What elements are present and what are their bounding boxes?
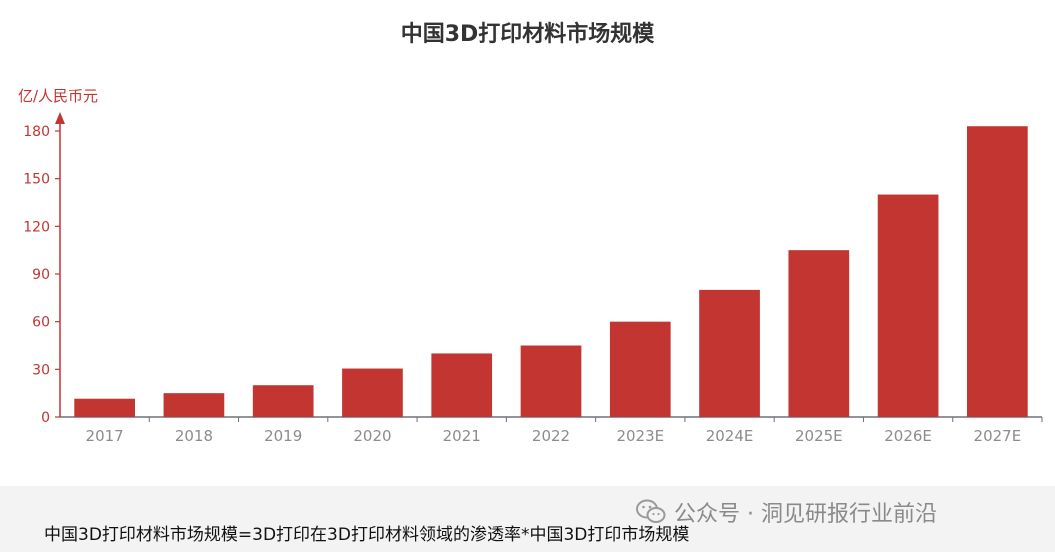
bar <box>877 194 939 417</box>
bar <box>699 289 760 417</box>
bar <box>74 398 135 417</box>
bar <box>609 321 671 417</box>
x-tick-label: 2024E <box>706 427 754 445</box>
x-tick-label: 2019 <box>264 427 302 445</box>
x-tick-label: 2021 <box>443 427 481 445</box>
y-tick-label: 60 <box>32 315 50 331</box>
caption-text: 中国3D打印材料市场规模=3D打印在3D打印材料领域的渗透率*中国3D打印市场规… <box>44 525 690 545</box>
bar <box>252 385 314 417</box>
watermark-text: 公众号 · 洞见研报行业前沿 <box>674 502 937 527</box>
y-tick-label: 150 <box>23 172 50 188</box>
chart-title: 中国3D打印材料市场规模 <box>400 22 655 47</box>
bar <box>431 353 493 417</box>
caption-bar <box>0 486 1055 552</box>
y-tick-label: 180 <box>23 124 50 140</box>
y-tick-label: 0 <box>41 410 50 426</box>
bar <box>788 250 850 417</box>
y-tick-label: 120 <box>23 219 50 235</box>
x-tick-label: 2022 <box>532 427 570 445</box>
bar <box>967 126 1028 417</box>
bar <box>163 393 225 417</box>
x-tick-label: 2018 <box>175 427 213 445</box>
y-tick-label: 30 <box>32 362 50 378</box>
y-axis-arrow-icon <box>55 112 65 124</box>
x-tick-label: 2020 <box>353 427 391 445</box>
bar-chart: 亿/人民币元 2017 2018 2019 2020 2021 2022 2023E 2024… <box>18 87 1043 445</box>
x-tick-labels: 2017 2018 2019 2020 2021 2022 2023E 2024E 2025E 2… <box>86 417 1043 445</box>
chart-bars <box>74 126 1028 417</box>
watermark: 公众号 · 洞见研报行业前沿 <box>636 496 937 528</box>
x-tick-label: 2026E <box>884 427 932 445</box>
bar <box>342 368 403 417</box>
y-tick-labels: 0 30 60 90 120 150 180 <box>23 124 60 426</box>
bar <box>520 345 582 417</box>
x-tick-label: 2017 <box>86 427 124 445</box>
x-tick-label: 2027E <box>974 427 1022 445</box>
x-tick-label: 2023E <box>616 427 664 445</box>
y-axis-label: 亿/人民币元 <box>18 87 98 105</box>
x-tick-label: 2025E <box>795 427 843 445</box>
wechat-icon <box>636 499 666 523</box>
y-tick-label: 90 <box>32 267 50 283</box>
